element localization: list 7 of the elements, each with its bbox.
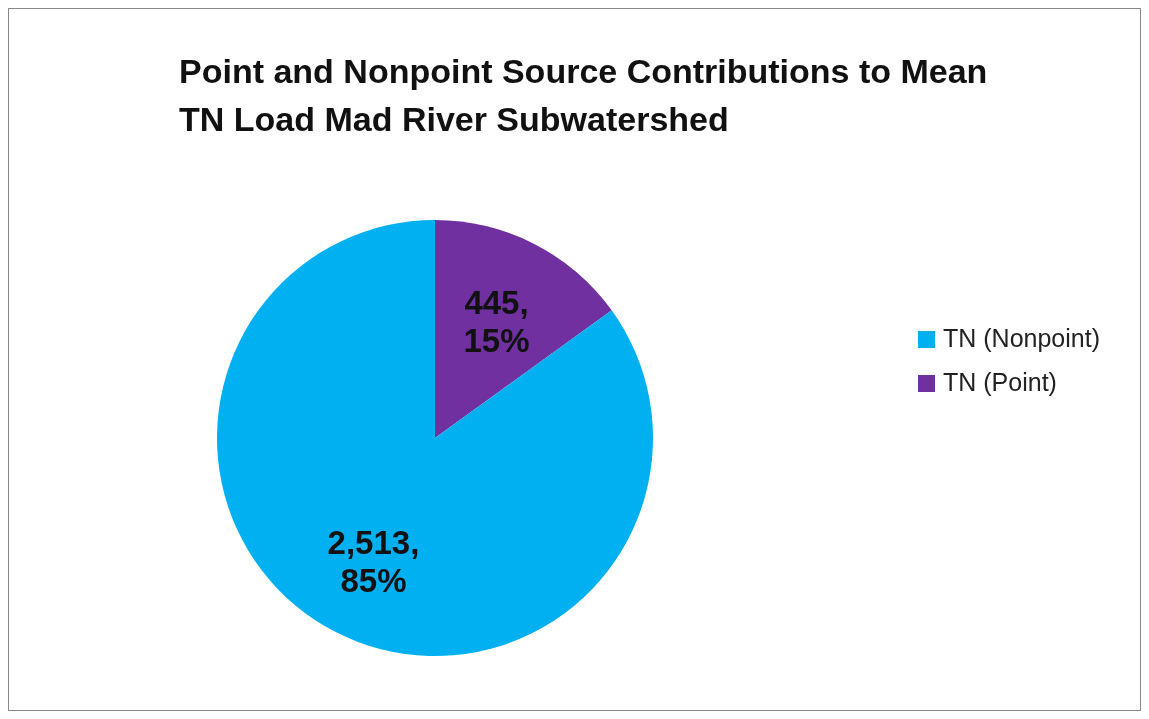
pie-slice (217, 220, 653, 656)
pie-slice (435, 220, 612, 438)
legend-label: TN (Point) (943, 367, 1057, 396)
data-label: 2,513, 85% (327, 524, 420, 600)
legend-label: TN (Nonpoint) (943, 323, 1100, 352)
data-label: 445, 15% (463, 283, 530, 359)
chart-title: Point and Nonpoint Source Contributions to Mean TN Load Mad River Subwatershed (179, 51, 989, 140)
